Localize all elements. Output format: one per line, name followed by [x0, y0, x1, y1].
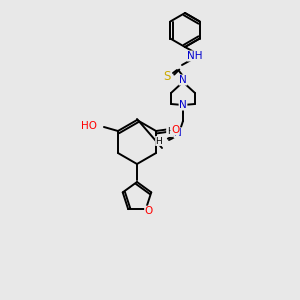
- Text: N: N: [174, 128, 182, 138]
- Text: S: S: [163, 70, 171, 83]
- Text: H: H: [167, 128, 173, 136]
- Text: O: O: [171, 125, 179, 135]
- Text: N: N: [179, 100, 187, 110]
- Text: NH: NH: [187, 51, 203, 61]
- Text: H: H: [156, 136, 162, 146]
- Text: O: O: [145, 206, 153, 216]
- Text: HO: HO: [81, 121, 97, 131]
- Text: N: N: [179, 75, 187, 85]
